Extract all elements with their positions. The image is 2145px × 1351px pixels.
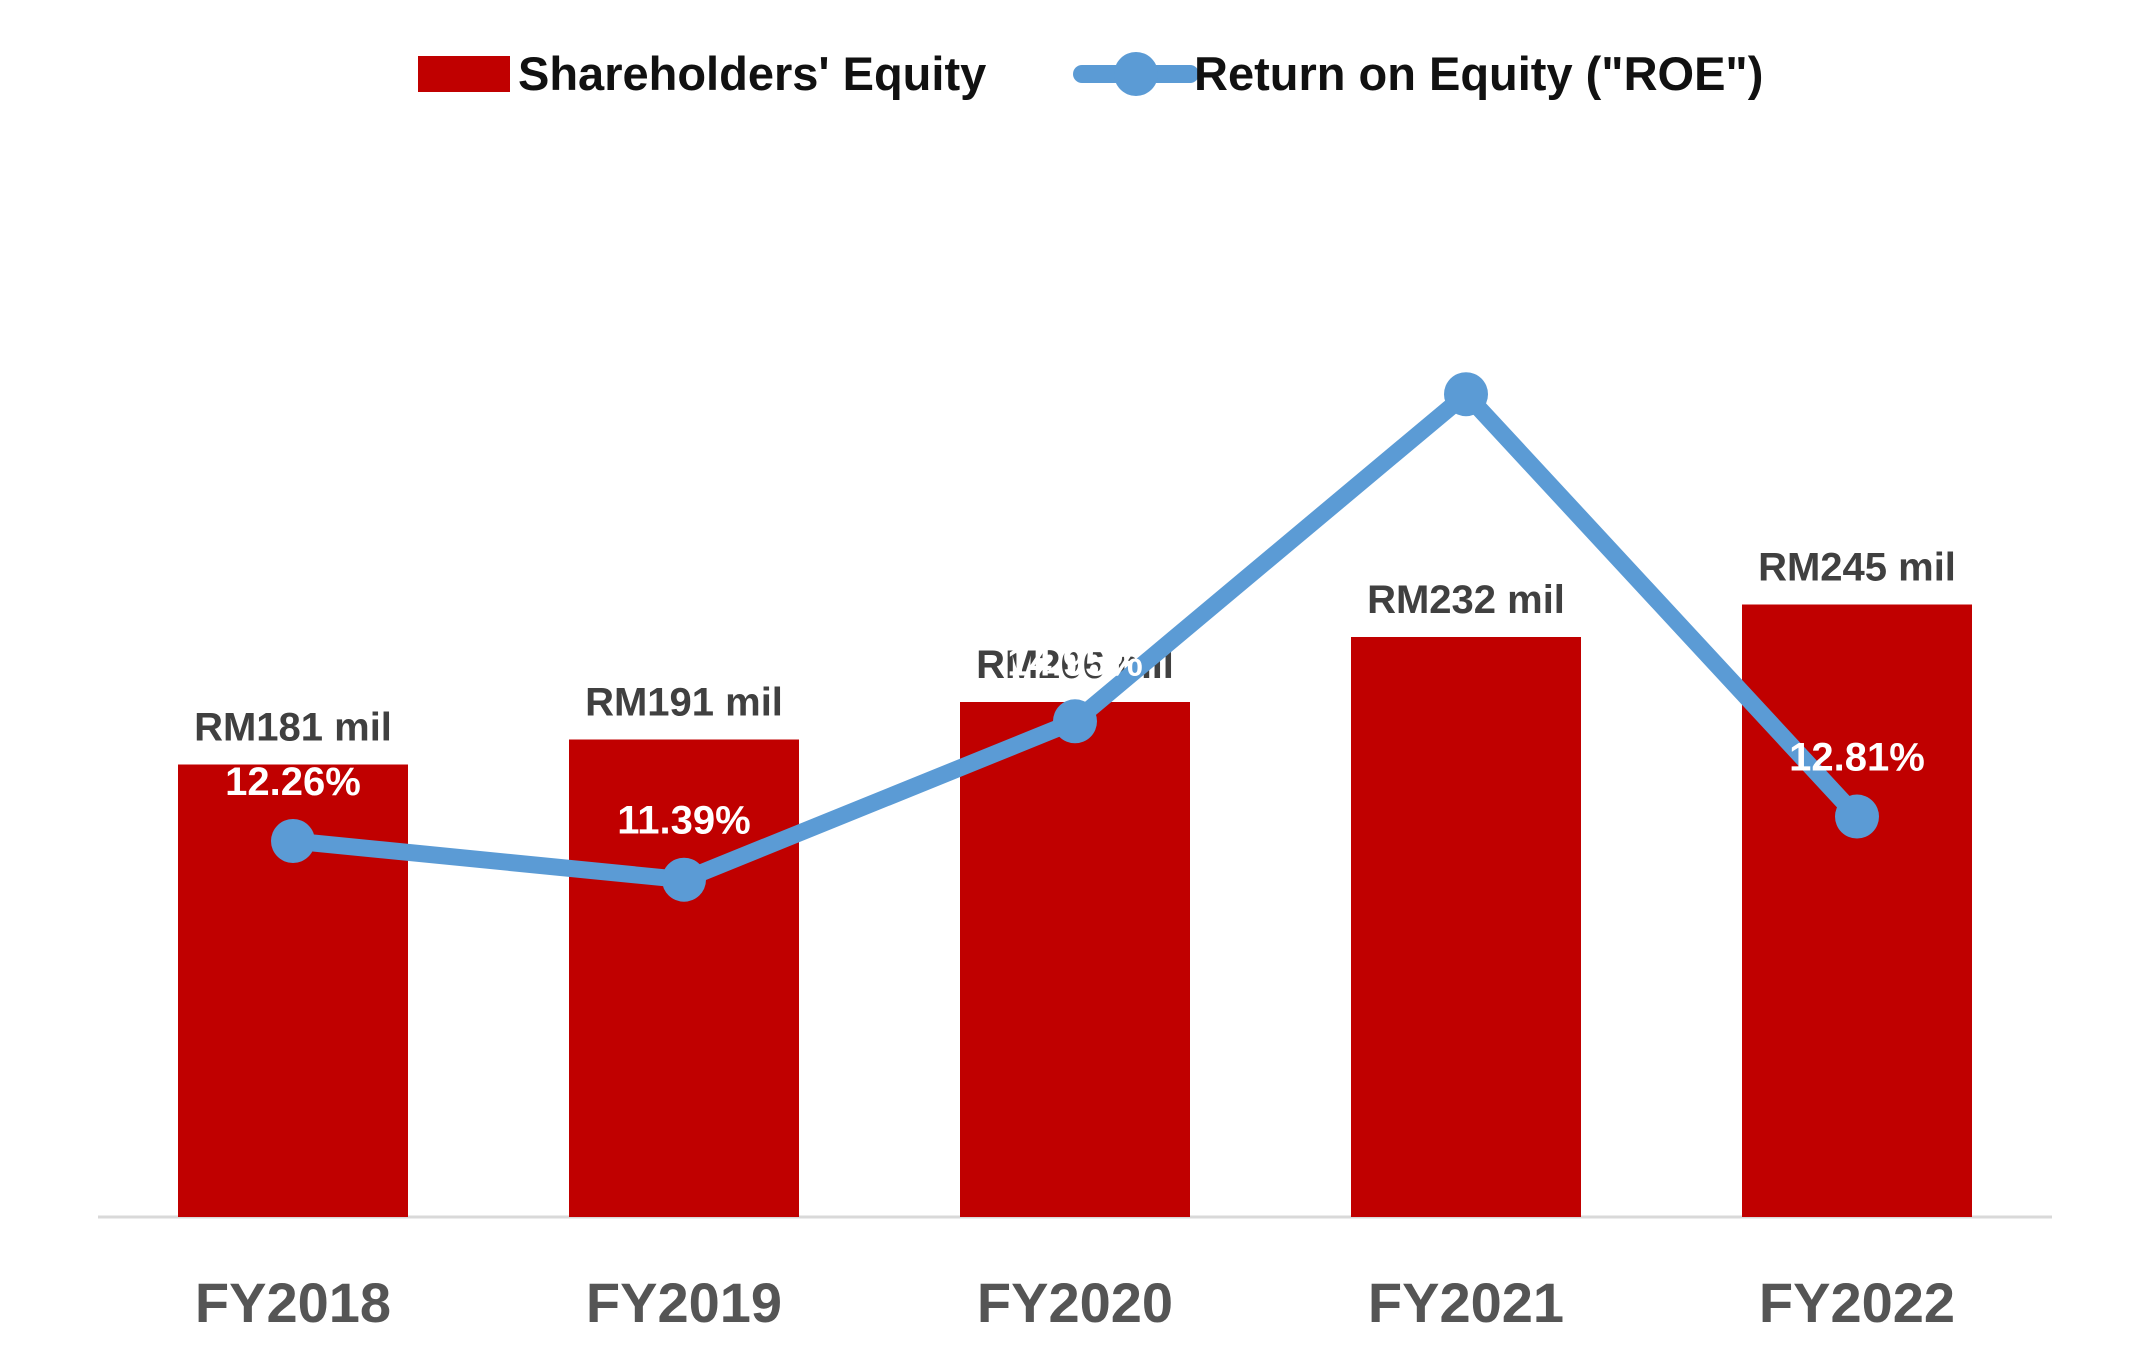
legend-swatch-roe-marker	[1114, 52, 1158, 96]
bar-label-fy2018: RM181 mil	[194, 706, 392, 750]
x-tick-fy2019: FY2019	[586, 1271, 782, 1334]
bar-fy2022	[1742, 604, 1972, 1217]
roe-label-fy2018: 12.26%	[225, 760, 361, 804]
roe-point-fy2021	[1444, 372, 1488, 417]
equity-bars	[178, 604, 1972, 1217]
bar-fy2020	[960, 702, 1190, 1217]
bar-label-fy2022: RM245 mil	[1758, 546, 1956, 590]
bar-label-fy2019: RM191 mil	[585, 681, 783, 725]
bar-label-fy2021: RM232 mil	[1367, 578, 1565, 622]
x-axis-tick-labels: FY2018 FY2019 FY2020 FY2021 FY2022	[195, 1271, 1955, 1334]
roe-labels: 12.26% 11.39% 14.95% 12.81%	[225, 640, 1925, 842]
legend-label-equity: Shareholders' Equity	[518, 47, 986, 100]
x-tick-fy2018: FY2018	[195, 1271, 391, 1334]
roe-label-fy2020: 14.95%	[1007, 640, 1143, 684]
x-tick-fy2021: FY2021	[1368, 1271, 1564, 1334]
bar-fy2021	[1351, 637, 1581, 1217]
roe-point-fy2020	[1053, 699, 1097, 744]
x-tick-fy2020: FY2020	[977, 1271, 1173, 1334]
legend: Shareholders' Equity Return on Equity ("…	[418, 47, 1763, 100]
roe-point-fy2019	[662, 857, 706, 902]
roe-label-fy2019: 11.39%	[617, 799, 750, 843]
roe-point-fy2022	[1835, 794, 1879, 839]
legend-label-roe: Return on Equity ("ROE")	[1194, 47, 1763, 100]
bar-fy2019	[569, 739, 799, 1217]
roe-point-fy2018	[271, 819, 315, 863]
legend-swatch-equity	[418, 56, 510, 92]
x-tick-fy2022: FY2022	[1759, 1271, 1955, 1334]
roe-series	[271, 372, 1879, 902]
roe-label-fy2022: 12.81%	[1789, 736, 1925, 780]
